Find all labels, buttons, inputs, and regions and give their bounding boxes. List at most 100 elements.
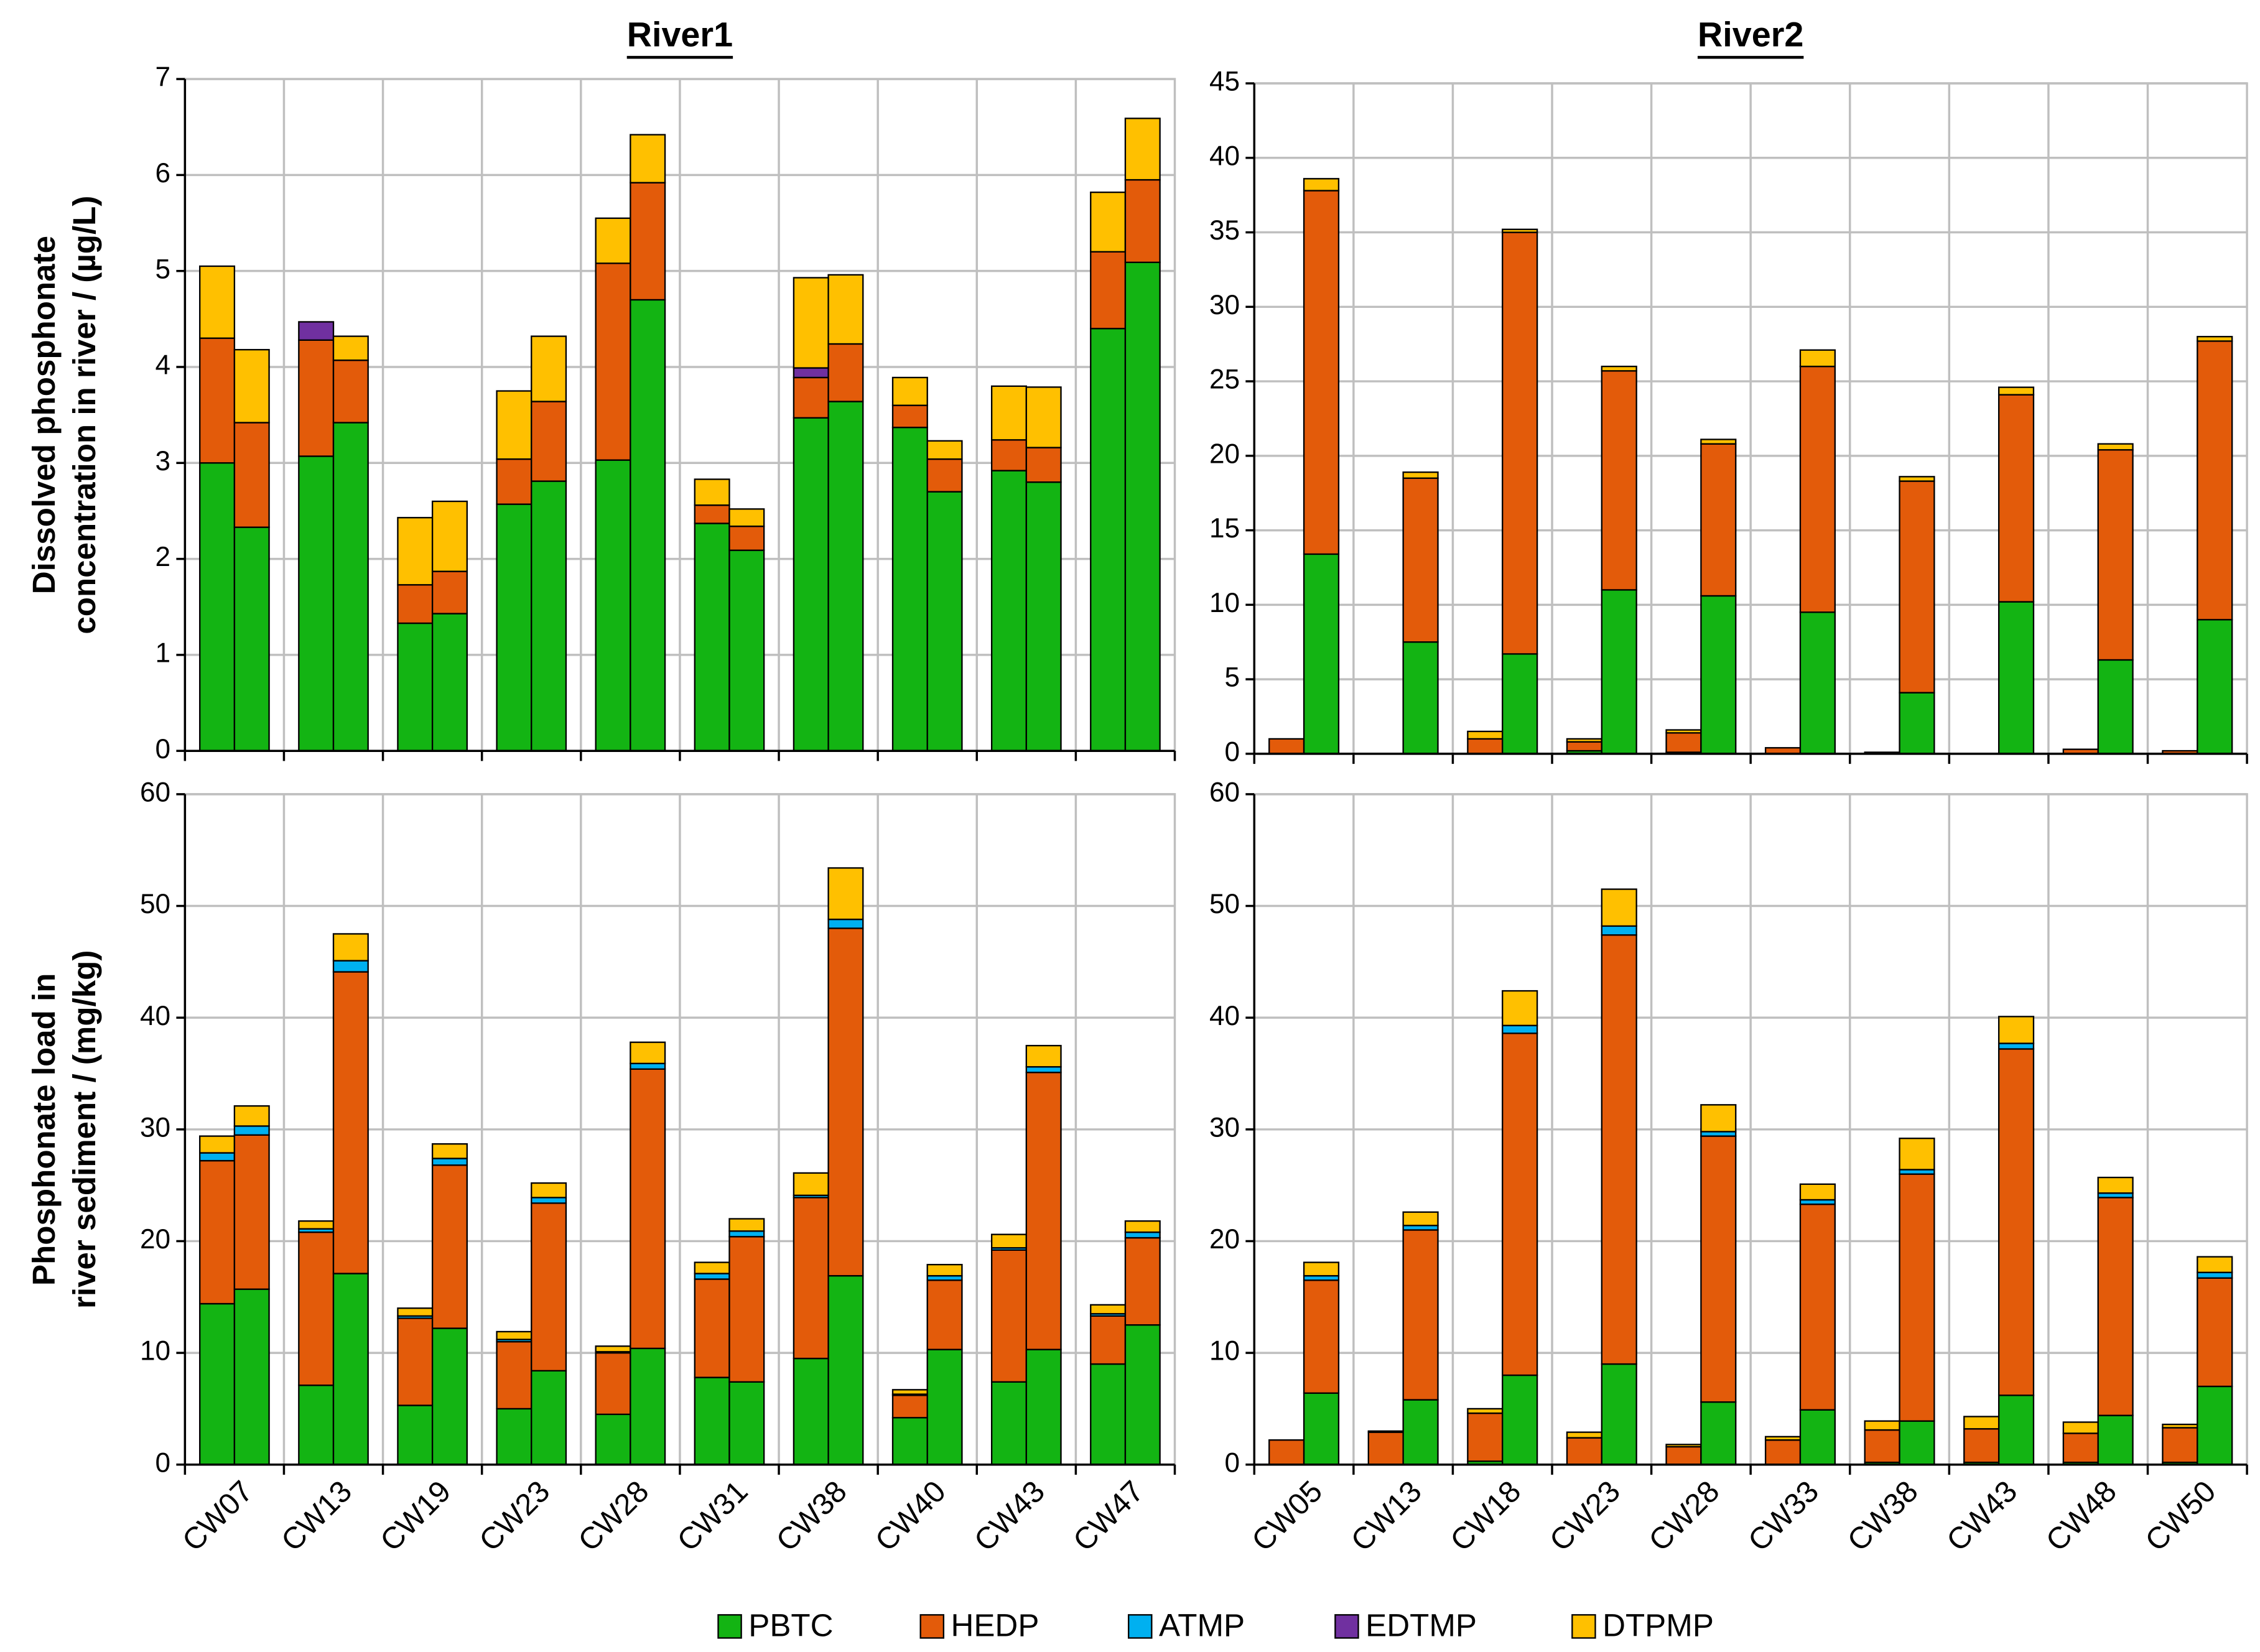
bar-segment	[332, 335, 369, 361]
x-tick-label: CW28	[1643, 1475, 1726, 1558]
bar-segment	[1303, 1279, 1340, 1394]
y-tick-label: 25	[1209, 364, 1240, 395]
bar-segment	[1963, 1416, 2000, 1430]
bar-segment	[1502, 228, 1538, 233]
bar-segment	[1700, 439, 1737, 445]
y-tick-label: 30	[140, 1112, 170, 1143]
bar-segment	[531, 1197, 567, 1204]
bar-segment	[1303, 178, 1340, 192]
bar-segment	[1268, 738, 1305, 755]
bar-segment	[1090, 1315, 1127, 1365]
bar-segment	[1601, 925, 1637, 936]
bar-segment	[1025, 1348, 1062, 1465]
bar-segment	[496, 1330, 532, 1340]
bar-segment	[1700, 595, 1737, 755]
bar-segment	[926, 1279, 963, 1350]
bar-segment	[1601, 934, 1637, 1365]
y-tick-label: 10	[140, 1336, 170, 1367]
bar-segment	[199, 265, 236, 339]
bar-segment	[1124, 118, 1161, 181]
y-tick-label: 30	[1209, 1112, 1240, 1143]
bar-segment	[233, 1125, 270, 1136]
bar-segment	[595, 1413, 631, 1465]
bar-segment	[694, 504, 730, 524]
bar-segment	[926, 458, 963, 493]
bar-segment	[694, 1261, 730, 1274]
bar-segment	[2062, 1421, 2099, 1434]
bar-segment	[1665, 732, 1702, 753]
bar-segment	[531, 480, 567, 752]
bar-segment	[496, 1340, 532, 1410]
bar-segment	[990, 439, 1027, 471]
bar-segment	[926, 440, 963, 460]
bar-segment	[1124, 1220, 1161, 1233]
bar-segment	[630, 299, 666, 752]
bar-segment	[595, 1345, 631, 1353]
chart-title: River1	[627, 15, 733, 53]
x-tick-label: CW13	[1345, 1475, 1428, 1558]
bar-segment	[1303, 553, 1340, 755]
bar-segment	[1764, 1436, 1802, 1441]
bar-segment	[199, 1159, 236, 1305]
y-tick-label: 30	[1209, 290, 1240, 320]
bar-segment	[2097, 449, 2134, 661]
bar-segment	[1601, 888, 1637, 927]
bar-segment	[1799, 1204, 1836, 1411]
bar-segment	[595, 1352, 631, 1416]
bar-segment	[1502, 1374, 1538, 1465]
bar-segment	[1090, 1304, 1127, 1315]
bar-segment	[827, 401, 864, 752]
bar-segment	[1124, 179, 1161, 263]
y-tick-label: 10	[1209, 588, 1240, 618]
bar-segment	[1467, 1408, 1504, 1414]
bar-segment	[1025, 481, 1062, 752]
bar-segment	[1700, 1401, 1737, 1465]
x-tick-label: CW18	[1444, 1475, 1527, 1558]
bar-segment	[1799, 1183, 1836, 1201]
bar-segment	[298, 1220, 335, 1230]
bar-segment	[1601, 370, 1637, 591]
bar-segment	[332, 960, 369, 973]
bar-segment	[298, 321, 335, 341]
bar-segment	[332, 422, 369, 752]
bar-segment	[827, 1274, 864, 1465]
bar-segment	[1601, 1363, 1637, 1465]
bar-segment	[1997, 1048, 2035, 1396]
bar-segment	[233, 1105, 270, 1127]
bar-segment	[1502, 1032, 1538, 1376]
bar-segment	[1025, 1072, 1062, 1350]
bar-segment	[694, 478, 730, 506]
bar-segment	[891, 1417, 928, 1465]
bar-segment	[496, 503, 532, 752]
y-tick-label: 5	[1224, 662, 1240, 693]
bar-segment	[891, 427, 928, 752]
bar-segment	[891, 1389, 928, 1395]
y-tick-label: 3	[156, 446, 171, 476]
y-tick-label: 15	[1209, 513, 1240, 544]
bar-segment	[1502, 231, 1538, 655]
y-tick-label: 40	[1209, 141, 1240, 171]
bar-segment	[332, 360, 369, 424]
y-tick-label: 5	[156, 254, 171, 284]
bar-segment	[1899, 1173, 1935, 1422]
x-tick-label: CW28	[572, 1475, 655, 1558]
bar-segment	[1467, 1412, 1504, 1462]
bar-segment	[694, 1273, 730, 1280]
legend-label: HEDP	[951, 1608, 1039, 1643]
bar-segment	[891, 1394, 928, 1419]
bar-segment	[1268, 1439, 1305, 1465]
x-tick-label: CW47	[1067, 1475, 1150, 1558]
bar-segment	[827, 927, 864, 1277]
legend-label: DTPMP	[1602, 1608, 1714, 1643]
bar-segment	[630, 1041, 666, 1064]
bar-segment	[728, 1381, 765, 1465]
bar-segment	[728, 1218, 765, 1232]
x-tick-label: CW31	[671, 1475, 755, 1558]
y-tick-label: 35	[1209, 215, 1240, 246]
y-tick-label: 1	[156, 638, 171, 669]
bar-segment	[1799, 365, 1836, 613]
bar-segment	[2162, 1423, 2198, 1429]
legend-swatch	[1571, 1614, 1596, 1639]
bar-segment	[793, 1197, 829, 1360]
bar-segment	[793, 277, 829, 369]
